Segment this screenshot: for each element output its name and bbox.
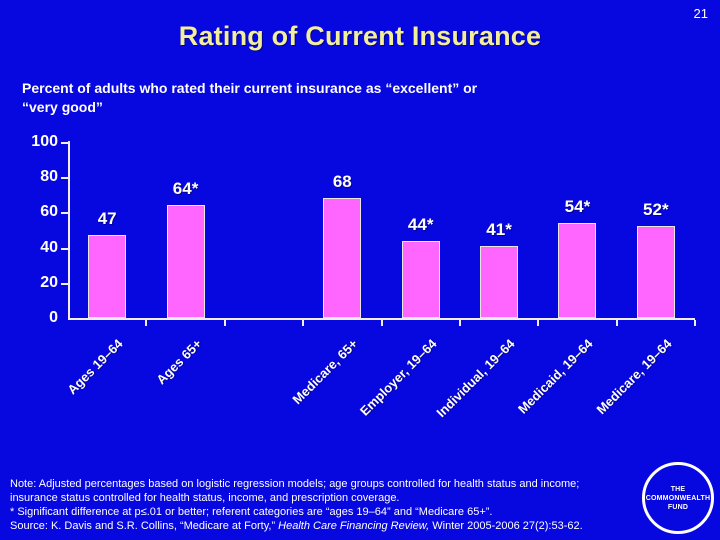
x-axis-tick [380,320,383,326]
bar-value-label: 44* [407,214,434,234]
x-axis-tick [145,320,148,326]
bar [166,205,205,318]
chart-subtitle-line-2: “very good” [22,99,103,115]
bar [323,198,362,318]
x-axis-line [68,318,695,320]
y-axis-tick-label: 40 [40,238,58,256]
commonwealth-fund-logo: THE COMMONWEALTH FUND [642,462,714,534]
bar-value-label: 68 [332,172,352,192]
y-axis-tick-label: 60 [40,203,58,221]
bar [480,245,519,318]
source-journal: Health Care Financing Review, [278,520,430,532]
y-axis-line [68,141,70,319]
source-line: Source: K. Davis and S.R. Collins, “Medi… [10,519,638,533]
footnote-block: Note: Adjusted percentages based on logi… [10,477,638,533]
y-axis-tick [61,247,68,250]
bar [401,240,440,318]
bar [88,235,127,318]
x-axis-tick [694,320,696,326]
y-axis-tick [61,142,68,144]
y-axis-tick [61,282,68,285]
bar-value-label: 41* [486,219,512,239]
slide-title: Rating of Current Insurance [178,21,542,51]
source-suffix: Winter 2005-2006 27(2):53-62. [429,520,583,532]
y-axis-tick-label: 0 [49,309,58,326]
bar-value-label: 52* [643,200,669,220]
x-axis-tick [537,320,540,326]
y-axis-tick [61,212,68,215]
logo-line-3: FUND [667,503,689,511]
chart-subtitle-line-1: Percent of adults who rated their curren… [22,80,478,96]
bar [636,226,675,318]
y-axis-tick-label: 80 [40,168,58,186]
bar-value-label: 64* [172,179,199,199]
note-line-2: insurance status controlled for health s… [10,492,400,504]
source-prefix: Source: K. Davis and S.R. Collins, “Medi… [10,520,279,532]
x-axis-tick [615,320,618,326]
slide-number: 21 [693,6,708,21]
x-axis-tick [458,320,461,326]
bar [558,222,597,318]
note-line-1: Note: Adjusted percentages based on logi… [10,478,580,490]
bar-value-label: 47 [97,209,117,229]
y-axis-tick-label: 100 [31,133,58,150]
y-axis-tick [61,177,68,180]
note-line-3: * Significant difference at p≤.01 or bet… [10,506,493,518]
x-axis-tick [223,320,226,326]
bar-value-label: 54* [564,196,591,216]
x-axis-tick [302,320,305,326]
y-axis-tick-label: 20 [40,273,58,291]
logo-line-1: THE [670,485,686,493]
logo-line-2: COMMONWEALTH [645,494,711,502]
chart-subtitle: Percent of adults who rated their curren… [22,79,662,117]
